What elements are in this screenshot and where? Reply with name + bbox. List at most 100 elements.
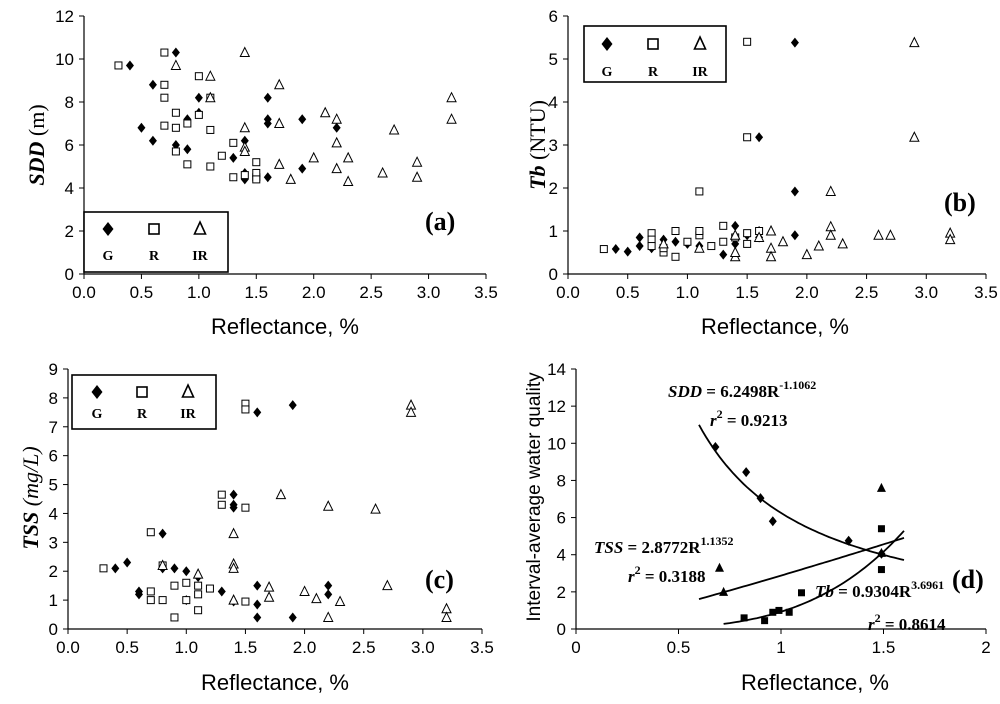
- point-r: [599, 245, 608, 254]
- tb-eq-left: Tb: [815, 582, 834, 601]
- point-r: [99, 564, 108, 573]
- point-g: [111, 563, 120, 574]
- y-tick-label: 8: [557, 471, 566, 490]
- tss-r2-lead: r: [628, 567, 635, 586]
- point-ir: [765, 250, 777, 262]
- point-r: [707, 242, 716, 251]
- point-g: [183, 144, 192, 155]
- fit-curve-sdd: [698, 424, 905, 561]
- fit-curve-tss: [698, 537, 905, 600]
- panel-c-legend-r: R: [137, 407, 148, 422]
- point-ir: [446, 113, 457, 124]
- point-ir: [273, 158, 285, 169]
- point-g: [635, 232, 644, 243]
- point-ir: [228, 527, 239, 539]
- legend-marker-square: [148, 223, 160, 235]
- panel-a-label: (a): [425, 207, 455, 236]
- point-r: [205, 584, 214, 593]
- point-tb: [761, 617, 769, 625]
- point-ir: [342, 175, 354, 187]
- point-ir: [239, 121, 251, 133]
- point-r: [182, 578, 191, 587]
- x-tick-label: 2: [981, 638, 990, 657]
- point-ir: [263, 580, 275, 592]
- point-ir: [228, 562, 239, 573]
- legend-marker-diamond: [91, 385, 103, 399]
- x-tick-label: 1.5: [234, 638, 258, 657]
- x-tick-label: 1.0: [676, 283, 700, 302]
- point-ir: [370, 502, 381, 514]
- chart-4-marks: 0 0.5 1 1.5 2 0 2 4 6 8 10 12 14: [547, 360, 991, 657]
- point-r: [229, 173, 238, 182]
- x-tick-label: 0.5: [115, 638, 139, 657]
- tb-eq-exp: 3.6961: [911, 578, 944, 592]
- y-tick-label: 1: [49, 591, 58, 610]
- y-tick-label: 2: [557, 583, 566, 602]
- point-ir: [411, 171, 423, 182]
- x-tick-label: 0.5: [667, 638, 691, 657]
- point-r: [241, 405, 250, 414]
- y-tick-label: 0: [557, 620, 566, 639]
- point-ir: [205, 70, 216, 81]
- point-g: [611, 244, 620, 255]
- tb-r2-lead: r: [868, 615, 875, 634]
- point-ir: [334, 595, 346, 607]
- point-r: [647, 242, 656, 251]
- point-r: [160, 93, 169, 102]
- point-r: [695, 187, 704, 196]
- x-tick-label: 0.5: [130, 283, 154, 302]
- point-g: [194, 92, 203, 103]
- point-g: [170, 563, 179, 574]
- point-r: [160, 48, 169, 57]
- x-tick-label: 2.0: [795, 283, 819, 302]
- x-tick-label: 2.5: [855, 283, 879, 302]
- point-ir: [765, 224, 777, 236]
- x-tick-label: 3.5: [470, 638, 494, 657]
- sdd-eq-left: SDD: [668, 382, 702, 401]
- point-g: [148, 135, 157, 146]
- x-tick-label: 0: [571, 638, 580, 657]
- point-r: [194, 110, 203, 119]
- y-tick-label: 8: [65, 93, 74, 112]
- point-r: [206, 125, 215, 134]
- panel-a-xlabel: Reflectance, %: [211, 314, 359, 339]
- point-g: [182, 566, 191, 577]
- x-tick-label: 3.0: [417, 283, 441, 302]
- panel-a-legend: G R IR: [103, 249, 209, 264]
- y-tick-label: 4: [65, 179, 74, 198]
- point-ir: [273, 117, 285, 128]
- x-tick-label: 0.0: [72, 283, 96, 302]
- point-g: [158, 528, 167, 539]
- point-sdd: [756, 493, 765, 504]
- y-tick-label: 5: [549, 50, 558, 69]
- point-tss: [715, 562, 724, 572]
- point-r: [114, 61, 123, 70]
- legend-marker-triangle: [693, 35, 707, 50]
- point-r: [719, 237, 728, 246]
- point-r: [671, 252, 680, 261]
- point-g: [790, 186, 799, 197]
- legend-box: [83, 211, 229, 273]
- y-tick-label: 10: [55, 50, 74, 69]
- y-tick-label: 6: [49, 447, 58, 466]
- point-r: [194, 72, 203, 81]
- y-tick-label: 4: [549, 93, 558, 112]
- y-tick-label: 6: [549, 7, 558, 26]
- point-r: [252, 175, 261, 184]
- legend-marker-square: [136, 386, 148, 398]
- point-ir: [273, 78, 285, 90]
- tss-r2: r2 = 0.3188: [628, 563, 706, 586]
- x-tick-label: 1.5: [244, 283, 268, 302]
- x-tick-label: 2.5: [352, 638, 376, 657]
- chart-2-marks: 0.0 0.5 1.0 1.5 2.0 2.5 3.0 3.5 0 1 2 3 4 5 6: [549, 7, 998, 302]
- point-ir: [342, 151, 354, 163]
- point-ir: [382, 579, 393, 591]
- point-r: [695, 227, 704, 235]
- x-tick-label: 2.0: [293, 638, 317, 657]
- point-ir: [228, 593, 239, 605]
- point-tb: [785, 608, 793, 616]
- point-ir: [446, 91, 457, 103]
- point-sdd: [844, 535, 853, 546]
- point-ir: [837, 237, 848, 249]
- x-tick-label: 3.0: [914, 283, 938, 302]
